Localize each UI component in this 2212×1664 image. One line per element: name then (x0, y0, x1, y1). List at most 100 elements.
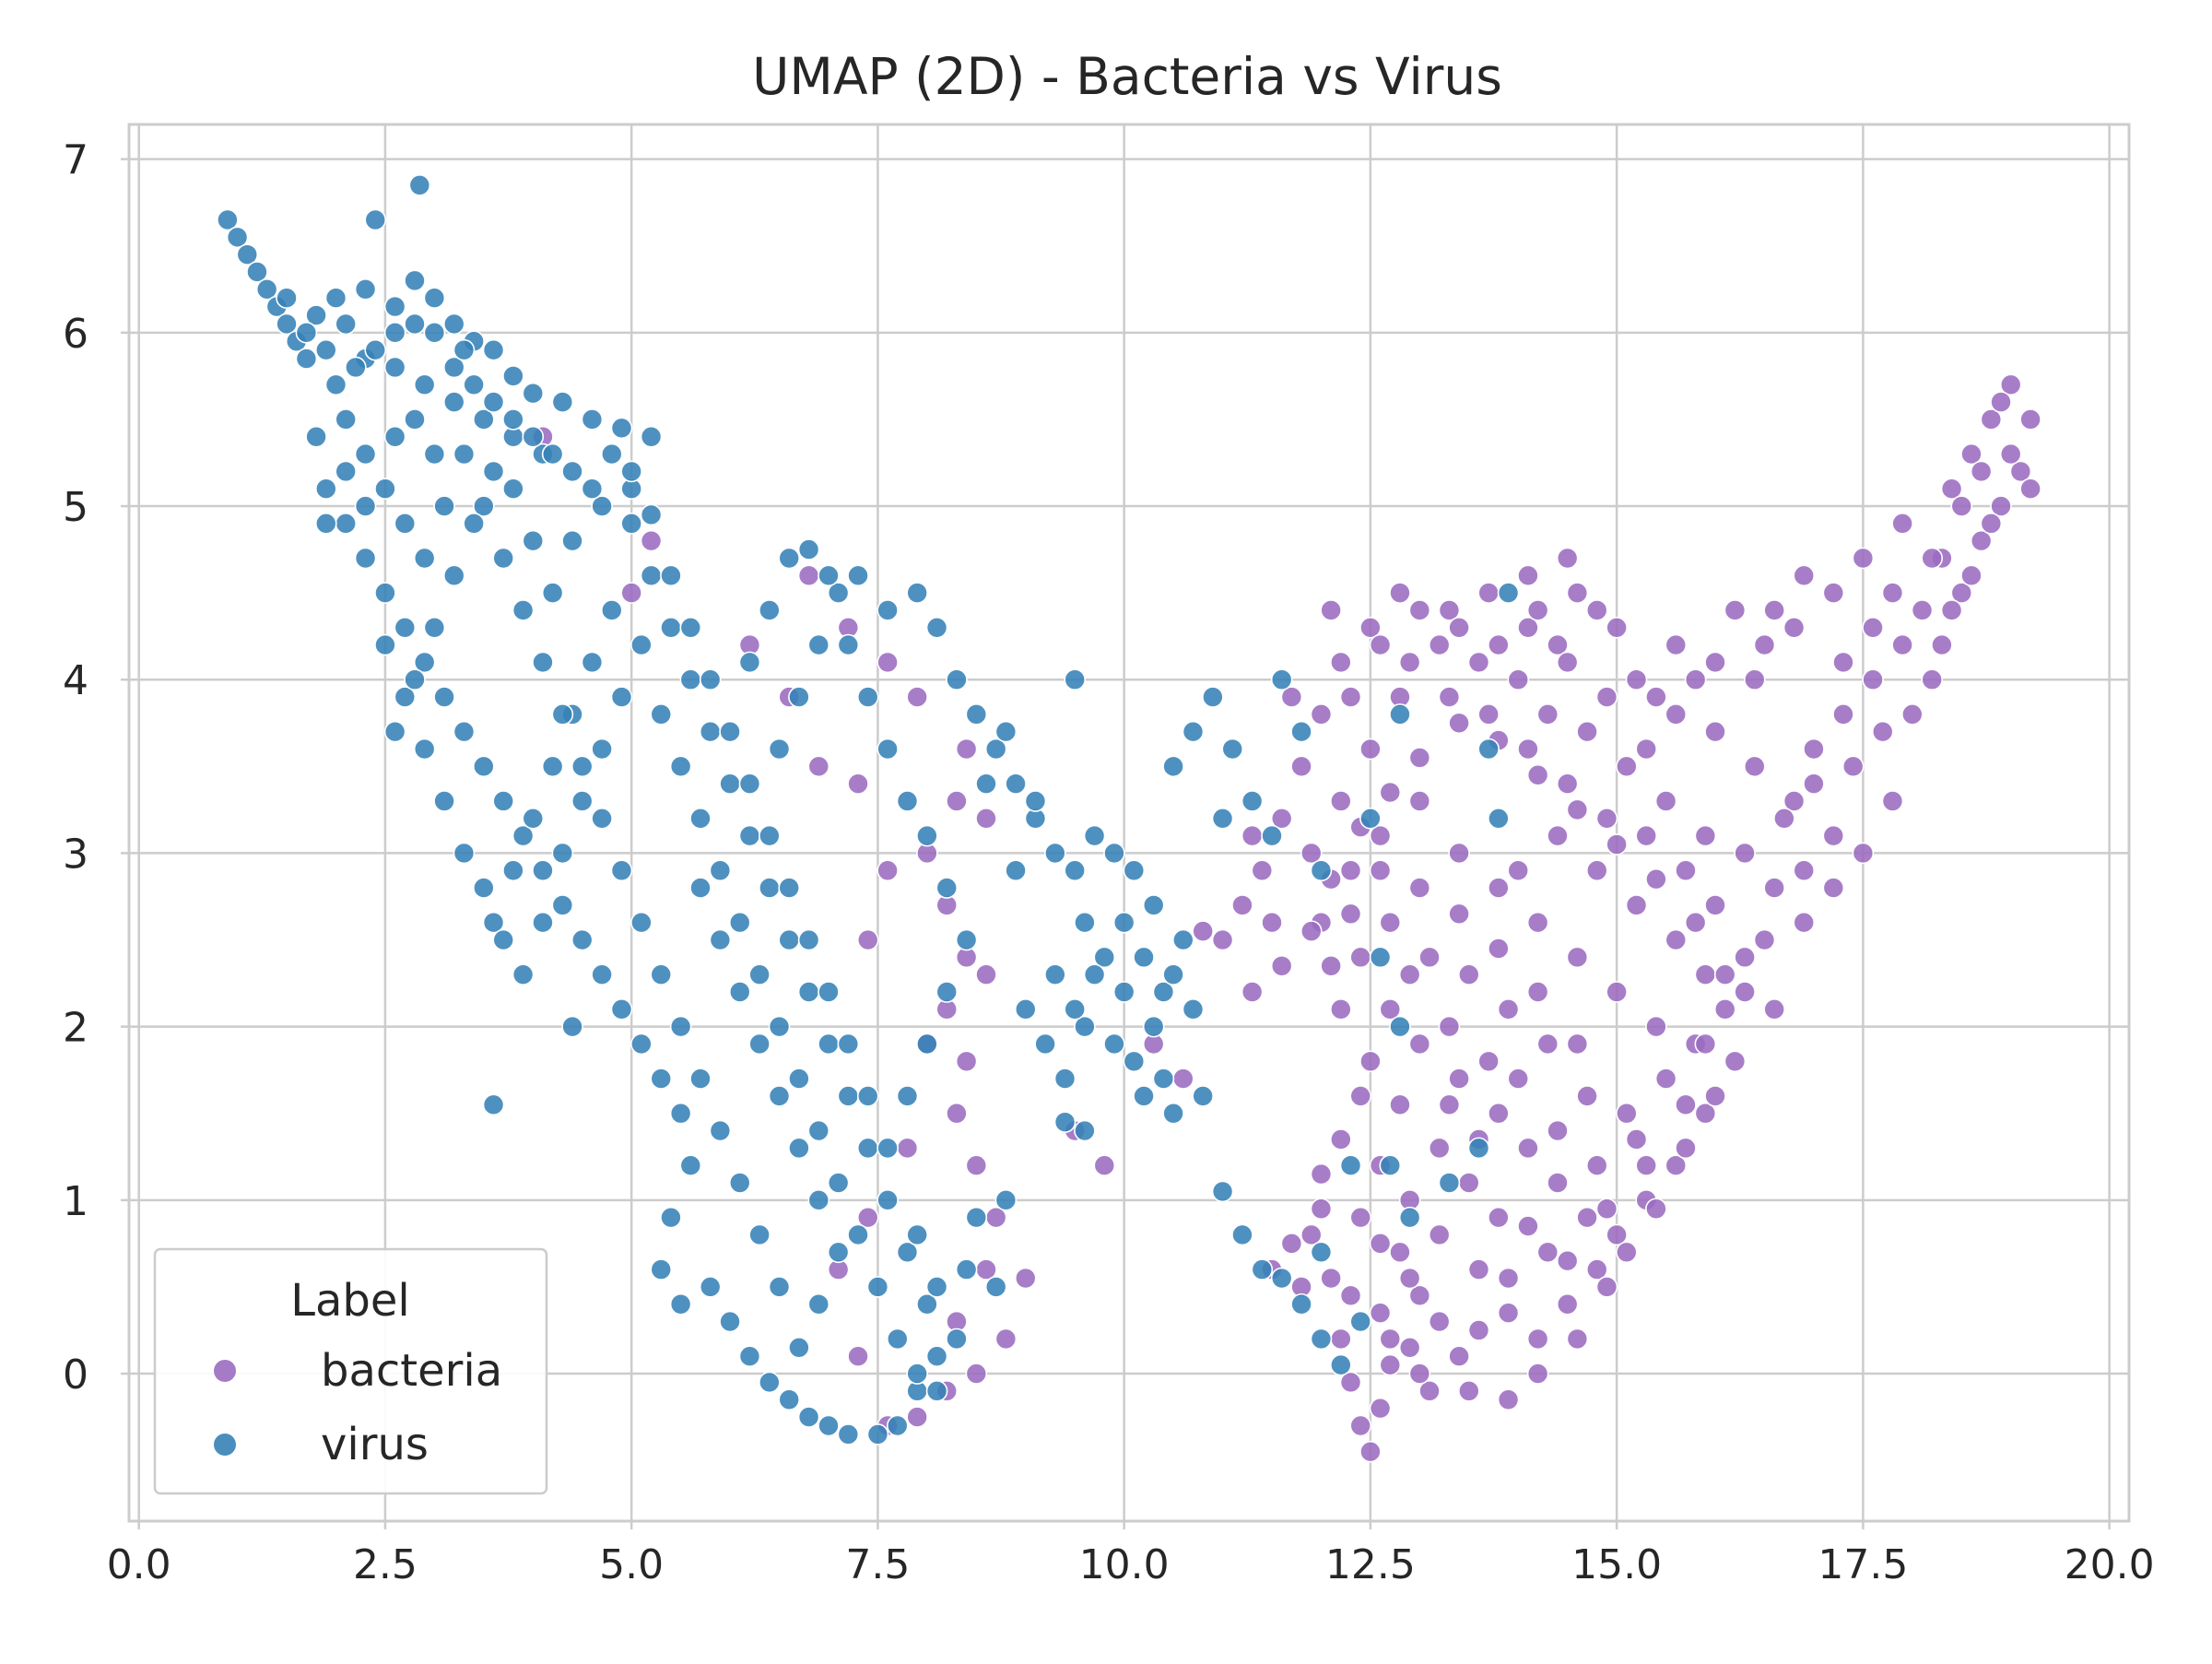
bacteria-point (906, 686, 928, 708)
bacteria-point (1803, 773, 1825, 795)
bacteria-point (1616, 1102, 1638, 1125)
virus-point (473, 495, 495, 517)
bacteria-point (1940, 599, 1963, 621)
virus-point (512, 599, 535, 621)
bacteria-point (1595, 807, 1618, 830)
bacteria-point (1536, 1241, 1559, 1264)
virus-point (423, 287, 446, 309)
bacteria-point (1713, 963, 1736, 985)
virus-point (768, 1085, 791, 1107)
virus-point (738, 824, 761, 847)
virus-point (1053, 1111, 1077, 1133)
bacteria-point (1517, 1137, 1539, 1160)
bacteria-point (1734, 946, 1756, 969)
bacteria-point (1517, 738, 1539, 761)
bacteria-point (1339, 903, 1362, 926)
virus-point (442, 391, 465, 413)
virus-point (1182, 998, 1205, 1021)
bacteria-point (1645, 1198, 1667, 1221)
virus-point (925, 616, 948, 639)
virus-point (896, 1241, 919, 1264)
virus-point (768, 1015, 791, 1038)
virus-point (276, 313, 298, 336)
bacteria-point (1675, 859, 1697, 882)
virus-point (1438, 1172, 1461, 1194)
bacteria-point (965, 1154, 988, 1176)
bacteria-point (946, 1102, 968, 1125)
bacteria-point (1556, 1292, 1579, 1316)
virus-point (925, 1276, 948, 1298)
virus-point (886, 1328, 909, 1351)
virus-point (620, 513, 642, 535)
bacteria-point (1497, 1388, 1520, 1411)
virus-point (640, 503, 663, 526)
y-tick-label: 1 (63, 1178, 88, 1225)
y-tick-label: 3 (63, 831, 88, 878)
legend-title: Label (290, 1275, 410, 1327)
virus-point (1231, 1223, 1253, 1246)
bacteria-point (1606, 833, 1628, 856)
virus-point (1074, 1015, 1096, 1038)
virus-point (1152, 981, 1175, 1003)
bacteria-point (1980, 513, 2003, 535)
virus-point (276, 287, 298, 309)
virus-point (1142, 894, 1165, 916)
virus-point (935, 981, 959, 1003)
bacteria-point (1517, 1215, 1539, 1237)
virus-point (886, 1414, 909, 1437)
bacteria-point (1547, 1119, 1569, 1142)
virus-point (1211, 807, 1234, 830)
virus-point (807, 633, 830, 656)
virus-point (561, 460, 583, 483)
x-tick-label: 20.0 (2065, 1541, 2155, 1588)
virus-point (413, 373, 436, 396)
bacteria-point (1862, 668, 1884, 691)
bacteria-point (1398, 963, 1421, 985)
virus-point (650, 1068, 673, 1090)
bacteria-point (1585, 859, 1608, 882)
virus-point (433, 790, 455, 812)
virus-point (532, 651, 554, 674)
bacteria-point (1960, 564, 1983, 587)
virus-point (946, 668, 968, 691)
virus-point (807, 1119, 830, 1142)
bacteria-point (1408, 1033, 1431, 1056)
virus-point (492, 928, 515, 951)
bacteria-point (1684, 668, 1707, 691)
bacteria-point (1379, 781, 1402, 804)
bacteria-point (1734, 842, 1756, 865)
bacteria-point (1330, 1128, 1352, 1151)
virus-point (404, 313, 426, 336)
bacteria-point (1566, 1033, 1589, 1056)
bacteria-point (1310, 703, 1333, 726)
bacteria-point (1763, 877, 1785, 899)
bacteria-point (1408, 599, 1431, 621)
virus-point (482, 460, 505, 483)
bacteria-point (1408, 790, 1431, 812)
bacteria-point (1507, 859, 1530, 882)
virus-point (759, 599, 781, 621)
bacteria-point (1517, 564, 1539, 587)
bacteria-point (1389, 582, 1411, 604)
virus-point (768, 738, 791, 761)
bacteria-point (1300, 842, 1323, 865)
virus-point (1064, 859, 1087, 882)
bacteria-point (1457, 1172, 1480, 1194)
bacteria-point (1822, 877, 1845, 899)
bacteria-point (1704, 720, 1726, 743)
virus-point (669, 1015, 692, 1038)
bacteria-point (1547, 633, 1569, 656)
y-tick-label: 2 (63, 1005, 88, 1052)
virus-point (246, 261, 268, 283)
virus-point (394, 616, 417, 639)
bacteria-point (1349, 946, 1372, 969)
virus-point (404, 408, 426, 431)
virus-point (925, 1345, 948, 1368)
bacteria-point (1606, 981, 1628, 1003)
virus-point (482, 1093, 505, 1116)
virus-point (778, 547, 801, 570)
x-tick-label: 5.0 (599, 1541, 664, 1588)
bacteria-point (1418, 1380, 1441, 1402)
bacteria-point (1724, 1050, 1747, 1073)
virus-point (818, 1414, 840, 1437)
